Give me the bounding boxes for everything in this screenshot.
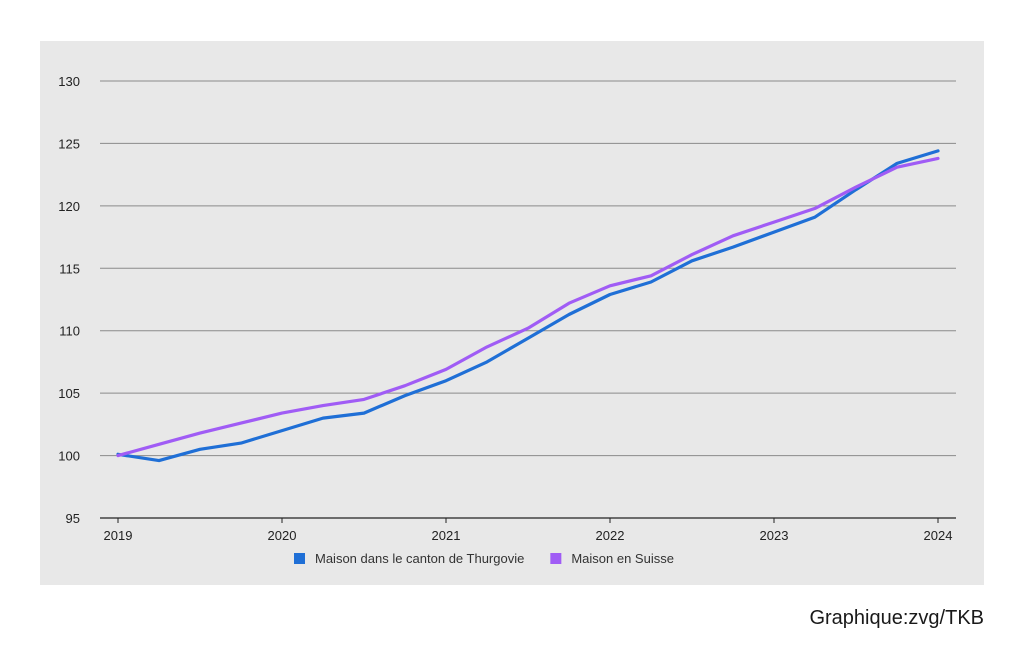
- series-line-2: [116, 156, 940, 458]
- x-tick-label: 2023: [760, 528, 789, 543]
- line-chart: 95 100 105 110 115 120 125 130 2019 2020 2021 2022…: [58, 74, 956, 566]
- y-tick-label: 100: [58, 449, 80, 464]
- x-tick-label: 2019: [104, 528, 133, 543]
- y-tick-label: 105: [58, 386, 80, 401]
- y-tick-label: 125: [58, 136, 80, 151]
- legend-label-1: Maison dans le canton de Thurgovie: [315, 551, 524, 566]
- x-tick-label: 2024: [924, 528, 953, 543]
- y-tick-label: 120: [58, 199, 80, 214]
- series-line-1: [116, 149, 940, 463]
- x-tick-label: 2020: [268, 528, 297, 543]
- y-axis-ticks: 95 100 105 110 115 120 125 130: [58, 74, 80, 526]
- x-tick-label: 2022: [596, 528, 625, 543]
- source-credit: Graphique:zvg/TKB: [809, 607, 984, 629]
- y-tick-label: 110: [59, 324, 80, 339]
- legend-swatch-2: [550, 553, 562, 564]
- legend-label-2: Maison en Suisse: [571, 551, 674, 566]
- legend-swatch-1: [294, 553, 305, 564]
- chart-panel: 95 100 105 110 115 120 125 130 2019 2020 2021 2022…: [40, 41, 984, 585]
- legend: Maison dans le canton de Thurgovie Maison…: [294, 551, 674, 566]
- y-tick-label: 130: [58, 74, 80, 89]
- x-axis-ticks: 2019 2020 2021 2022 2023 2024: [104, 518, 953, 543]
- series-lines: [116, 149, 940, 463]
- gridlines: [100, 80, 956, 519]
- x-tick-label: 2021: [432, 528, 461, 543]
- y-tick-label: 115: [59, 261, 80, 276]
- y-tick-label: 95: [66, 511, 80, 526]
